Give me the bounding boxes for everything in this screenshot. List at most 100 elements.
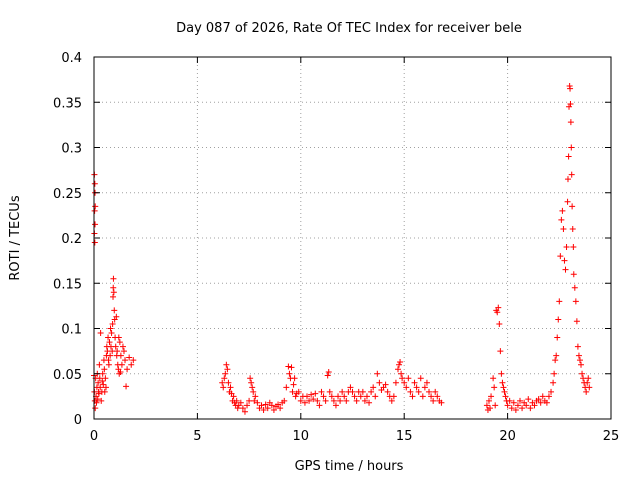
y-tick-label: 0.25 <box>53 187 82 202</box>
data-point <box>569 203 576 210</box>
data-point <box>388 397 395 404</box>
data-point <box>102 384 109 391</box>
data-point <box>490 375 497 382</box>
y-tick-label: 0.35 <box>53 96 82 111</box>
data-point <box>573 318 580 325</box>
data-point <box>223 361 230 368</box>
y-tick-label: 0.3 <box>61 142 82 157</box>
data-point <box>97 330 104 337</box>
data-point <box>561 257 568 264</box>
data-point <box>405 375 412 382</box>
data-point <box>397 358 404 365</box>
data-point <box>337 397 344 404</box>
data-point <box>568 171 575 178</box>
data-point <box>322 397 329 404</box>
data-point <box>512 406 519 413</box>
data-point <box>246 397 253 404</box>
data-point <box>332 402 339 409</box>
data-point <box>568 144 575 151</box>
data-point <box>111 307 118 314</box>
data-point <box>504 402 511 409</box>
data-point <box>295 388 302 395</box>
data-point <box>426 388 433 395</box>
data-point <box>407 388 414 395</box>
data-point <box>419 393 426 400</box>
data-point <box>219 379 226 386</box>
data-point <box>564 198 571 205</box>
data-point <box>285 363 292 370</box>
data-point <box>100 381 107 388</box>
data-point <box>118 361 125 368</box>
data-point <box>492 402 499 409</box>
data-point <box>318 388 325 395</box>
data-point <box>247 375 254 382</box>
data-point <box>122 357 129 364</box>
data-point <box>351 393 358 400</box>
data-point <box>335 393 342 400</box>
data-point <box>116 339 123 346</box>
data-point <box>584 379 591 386</box>
data-point <box>531 402 538 409</box>
data-point <box>537 399 544 406</box>
data-point <box>411 379 418 386</box>
x-tick-label: 20 <box>499 429 516 444</box>
data-point <box>115 334 122 341</box>
data-point <box>430 397 437 404</box>
data-point <box>580 375 587 382</box>
data-point <box>308 391 315 398</box>
data-point <box>221 375 228 382</box>
data-point <box>92 221 99 228</box>
data-point <box>564 176 571 183</box>
data-point <box>485 397 492 404</box>
data-point <box>376 379 383 386</box>
data-point <box>120 348 127 355</box>
data-points <box>91 82 593 415</box>
data-point <box>575 352 582 359</box>
x-axis-label: GPS time / hours <box>295 459 404 474</box>
data-point <box>508 405 515 412</box>
data-point <box>570 271 577 278</box>
data-point <box>244 402 251 409</box>
data-point <box>97 384 104 391</box>
data-point <box>353 397 360 404</box>
data-point <box>92 203 99 210</box>
data-point <box>326 388 333 395</box>
data-point <box>570 244 577 251</box>
axis-ticks: 0 5 10 15 20 25 0 0.05 0.1 0.15 0.2 0.25 0.3 0.35 0.4 <box>53 51 619 444</box>
data-point <box>555 316 562 323</box>
data-point <box>545 393 552 400</box>
data-point <box>222 370 229 377</box>
data-point <box>483 402 490 409</box>
data-point <box>286 370 293 377</box>
data-point <box>432 388 439 395</box>
data-point <box>399 375 406 382</box>
data-point <box>289 388 296 395</box>
data-point <box>548 388 555 395</box>
y-axis-label: ROTI / TECUs <box>8 195 23 280</box>
data-point <box>239 405 246 412</box>
data-point <box>99 377 106 384</box>
data-point <box>390 393 397 400</box>
data-point <box>339 388 346 395</box>
data-point <box>499 379 506 386</box>
data-point <box>91 239 98 246</box>
data-point <box>262 401 269 408</box>
data-point <box>366 399 373 406</box>
data-point <box>252 393 259 400</box>
data-point <box>413 384 420 391</box>
data-point <box>496 320 503 327</box>
data-point <box>491 384 498 391</box>
x-tick-label: 15 <box>396 429 413 444</box>
data-point <box>374 370 381 377</box>
data-point <box>535 396 542 403</box>
data-point <box>514 402 521 409</box>
data-point <box>497 348 504 355</box>
data-point <box>421 384 428 391</box>
data-point <box>488 393 495 400</box>
data-point <box>384 388 391 395</box>
data-point <box>571 284 578 291</box>
data-point <box>396 361 403 368</box>
data-point <box>110 275 117 282</box>
data-point <box>254 399 261 406</box>
data-point <box>123 383 130 390</box>
